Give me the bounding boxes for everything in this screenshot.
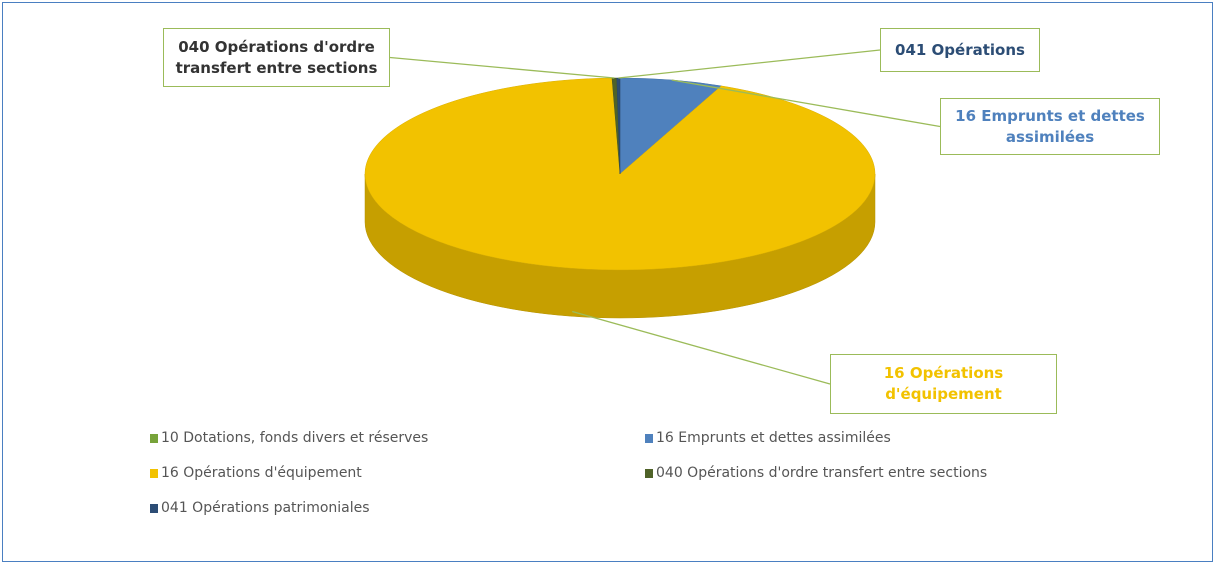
legend-label: 040 Opérations d'ordre transfert entre s… — [656, 465, 988, 481]
leader-line — [572, 310, 831, 385]
legend-item: 041 Opérations patrimoniales — [150, 500, 370, 516]
legend-swatch — [645, 433, 653, 443]
legend-swatch — [150, 468, 158, 478]
legend-label: 041 Opérations patrimoniales — [161, 500, 370, 516]
data-label: 040 Opérations d'ordre transfert entre s… — [163, 28, 390, 87]
legend-label: 16 Opérations d'équipement — [161, 465, 362, 481]
legend-label: 10 Dotations, fonds divers et réserves — [161, 430, 429, 446]
leader-line — [389, 56, 615, 79]
legend-item: 040 Opérations d'ordre transfert entre s… — [645, 465, 987, 481]
legend-item: 10 Dotations, fonds divers et réserves — [150, 430, 428, 446]
legend-swatch — [150, 433, 158, 443]
data-label: 16 Emprunts et dettes assimilées — [940, 98, 1160, 155]
leader-line — [618, 49, 881, 79]
data-label: 16 Opérations d'équipement — [830, 354, 1057, 414]
data-label: 041 Opérations — [880, 28, 1040, 72]
legend-item: 16 Opérations d'équipement — [150, 465, 362, 481]
legend-swatch — [645, 468, 653, 478]
legend-item: 16 Emprunts et dettes assimilées — [645, 430, 891, 446]
leader-line — [671, 79, 941, 128]
pie-slice — [364, 77, 876, 271]
legend-swatch — [150, 503, 158, 513]
legend-label: 16 Emprunts et dettes assimilées — [656, 430, 891, 446]
